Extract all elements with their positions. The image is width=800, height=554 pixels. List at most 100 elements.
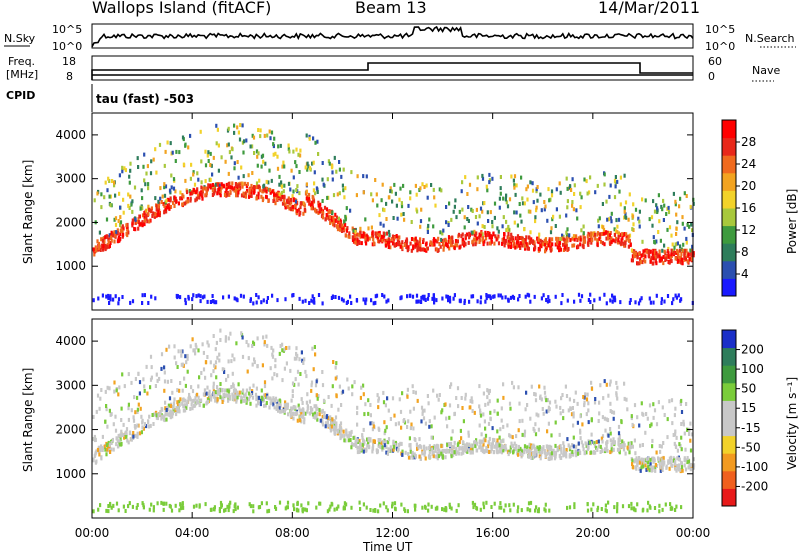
- range-cell: [658, 461, 661, 466]
- range-cell: [311, 294, 314, 299]
- range-cell: [493, 241, 496, 246]
- range-cell: [421, 247, 424, 252]
- range-cell: [605, 509, 608, 514]
- range-cell: [167, 203, 171, 208]
- range-cell: [670, 252, 673, 257]
- range-cell: [648, 217, 651, 222]
- range-cell: [412, 390, 415, 394]
- range-cell: [409, 241, 412, 246]
- range-cell: [626, 445, 629, 450]
- range-cell: [630, 248, 634, 253]
- range-cell: [655, 422, 659, 427]
- range-cell: [538, 384, 541, 389]
- range-cell: [235, 193, 238, 198]
- range-cell: [163, 182, 166, 187]
- range-cell: [209, 507, 212, 512]
- range-cell: [579, 430, 582, 435]
- range-cell: [642, 257, 645, 262]
- range-cell: [155, 204, 159, 209]
- range-cell: [586, 234, 589, 239]
- range-cell: [641, 443, 644, 447]
- range-cell: [674, 444, 677, 449]
- range-cell: [147, 301, 150, 305]
- range-cell: [306, 409, 309, 414]
- range-cell: [543, 238, 546, 243]
- range-cell: [147, 204, 150, 209]
- range-cell: [133, 395, 136, 400]
- range-cell: [481, 237, 484, 241]
- range-cell: [338, 384, 341, 389]
- range-cell: [663, 203, 666, 208]
- range-cell: [151, 413, 154, 417]
- range-cell: [121, 224, 124, 229]
- range-cell: [298, 170, 301, 174]
- range-cell: [252, 135, 256, 140]
- range-cell: [493, 294, 496, 299]
- range-cell: [397, 447, 400, 452]
- range-cell: [240, 331, 243, 336]
- range-cell: [509, 406, 512, 411]
- range-cell: [335, 169, 338, 174]
- range-cell: [603, 172, 606, 177]
- range-cell: [556, 448, 559, 453]
- range-cell: [685, 236, 688, 241]
- range-cell: [616, 230, 619, 235]
- range-cell: [143, 384, 146, 389]
- range-cell: [259, 402, 262, 407]
- range-cell: [211, 299, 214, 304]
- range-cell: [545, 444, 549, 449]
- range-cell: [160, 500, 163, 505]
- range-cell: [533, 447, 537, 451]
- range-cell: [613, 178, 617, 183]
- range-cell: [573, 398, 576, 403]
- range-cell: [517, 236, 520, 241]
- range-cell: [558, 243, 561, 248]
- range-cell: [308, 166, 311, 171]
- nsky-tick-bottom: 10^0: [52, 40, 82, 53]
- range-cell: [364, 236, 367, 241]
- range-cell: [423, 408, 426, 413]
- range-cell: [533, 242, 536, 247]
- range-cell: [642, 457, 645, 462]
- range-cell: [605, 447, 608, 452]
- range-cell: [96, 447, 100, 452]
- range-cell: [504, 295, 507, 300]
- range-cell: [481, 445, 484, 450]
- range-cell: [310, 380, 314, 385]
- range-cell: [539, 238, 542, 243]
- range-cell: [109, 241, 112, 245]
- range-cell: [203, 388, 207, 393]
- range-cell: [554, 224, 557, 228]
- range-cell: [343, 433, 346, 438]
- range-cell: [377, 236, 380, 241]
- range-cell: [216, 355, 219, 360]
- range-cell: [607, 500, 610, 505]
- range-cell: [537, 240, 540, 245]
- range-cell: [250, 393, 253, 397]
- range-cell: [615, 218, 618, 223]
- range-cell: [362, 439, 365, 444]
- range-cell: [382, 400, 386, 405]
- range-cell: [271, 189, 274, 194]
- range-cell: [266, 395, 269, 400]
- range-cell: [436, 447, 440, 452]
- range-cell: [597, 218, 600, 223]
- range-cell: [495, 237, 498, 242]
- range-cell: [251, 344, 254, 348]
- range-cell: [112, 447, 115, 452]
- range-cell: [280, 190, 283, 195]
- range-cell: [510, 441, 513, 446]
- range-cell: [675, 295, 678, 300]
- colorbar-tick-label: 50: [741, 382, 756, 396]
- colorbar-swatch: [722, 470, 736, 489]
- range-cell: [617, 424, 621, 429]
- range-cell: [474, 444, 477, 449]
- range-cell: [437, 397, 440, 402]
- range-cell: [612, 447, 615, 452]
- range-cell: [532, 443, 535, 448]
- range-cell: [563, 448, 566, 453]
- range-cell: [448, 201, 451, 206]
- range-cell: [615, 236, 618, 241]
- range-cell: [152, 422, 155, 426]
- range-cell: [445, 416, 448, 421]
